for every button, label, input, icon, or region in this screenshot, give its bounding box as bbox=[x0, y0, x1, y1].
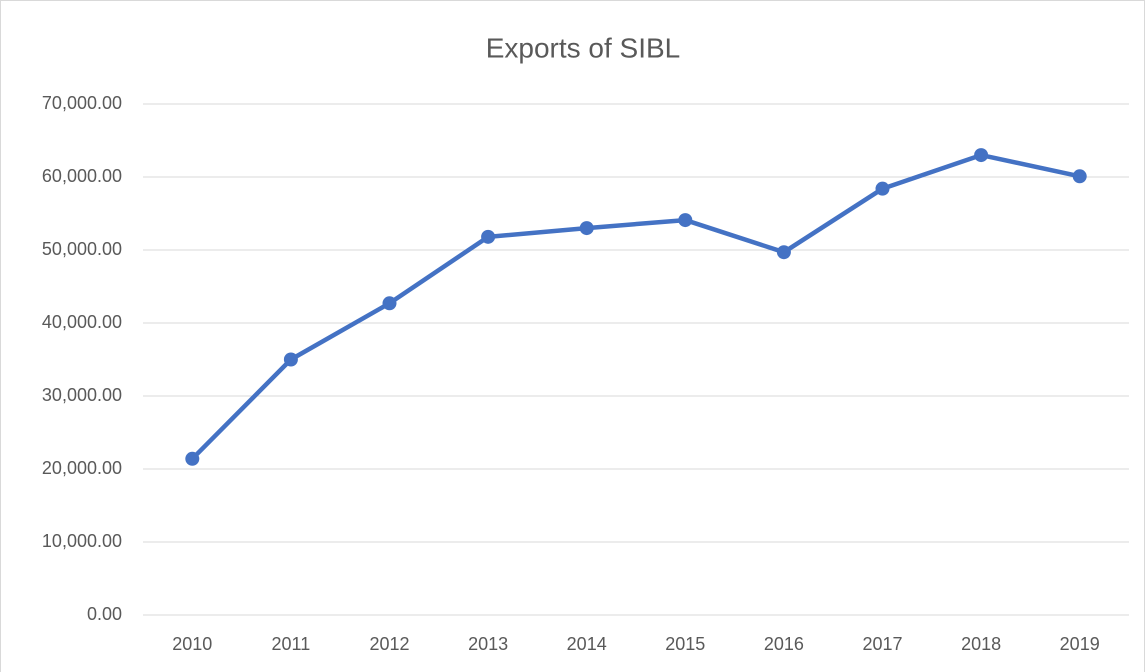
data-point bbox=[579, 221, 594, 236]
y-tick-label: 30,000.00 bbox=[42, 385, 122, 405]
y-tick-label: 20,000.00 bbox=[42, 458, 122, 478]
data-point bbox=[776, 245, 791, 260]
data-point bbox=[974, 148, 989, 163]
x-tick-label: 2012 bbox=[369, 634, 409, 654]
x-tick-label: 2016 bbox=[764, 634, 804, 654]
x-tick-label: 2019 bbox=[1060, 634, 1100, 654]
y-tick-label: 40,000.00 bbox=[42, 312, 122, 332]
x-tick-label: 2015 bbox=[665, 634, 705, 654]
x-tick-label: 2017 bbox=[862, 634, 902, 654]
y-tick-label: 60,000.00 bbox=[42, 166, 122, 186]
data-point bbox=[185, 451, 200, 466]
data-point bbox=[283, 352, 298, 367]
data-point bbox=[1072, 169, 1087, 184]
y-tick-label: 70,000.00 bbox=[42, 93, 122, 113]
chart-title: Exports of SIBL bbox=[486, 32, 681, 63]
x-tick-label: 2013 bbox=[468, 634, 508, 654]
x-tick-label: 2014 bbox=[567, 634, 607, 654]
data-point bbox=[481, 229, 496, 244]
x-tick-label: 2011 bbox=[272, 634, 311, 654]
y-tick-label: 0.00 bbox=[87, 604, 122, 624]
x-tick-label: 2010 bbox=[172, 634, 212, 654]
x-tick-label: 2018 bbox=[961, 634, 1001, 654]
y-tick-label: 50,000.00 bbox=[42, 239, 122, 259]
series-line bbox=[190, 152, 1081, 461]
data-point bbox=[678, 213, 693, 228]
data-point bbox=[382, 296, 397, 311]
y-tick-label: 10,000.00 bbox=[42, 531, 122, 551]
data-point bbox=[875, 181, 890, 196]
